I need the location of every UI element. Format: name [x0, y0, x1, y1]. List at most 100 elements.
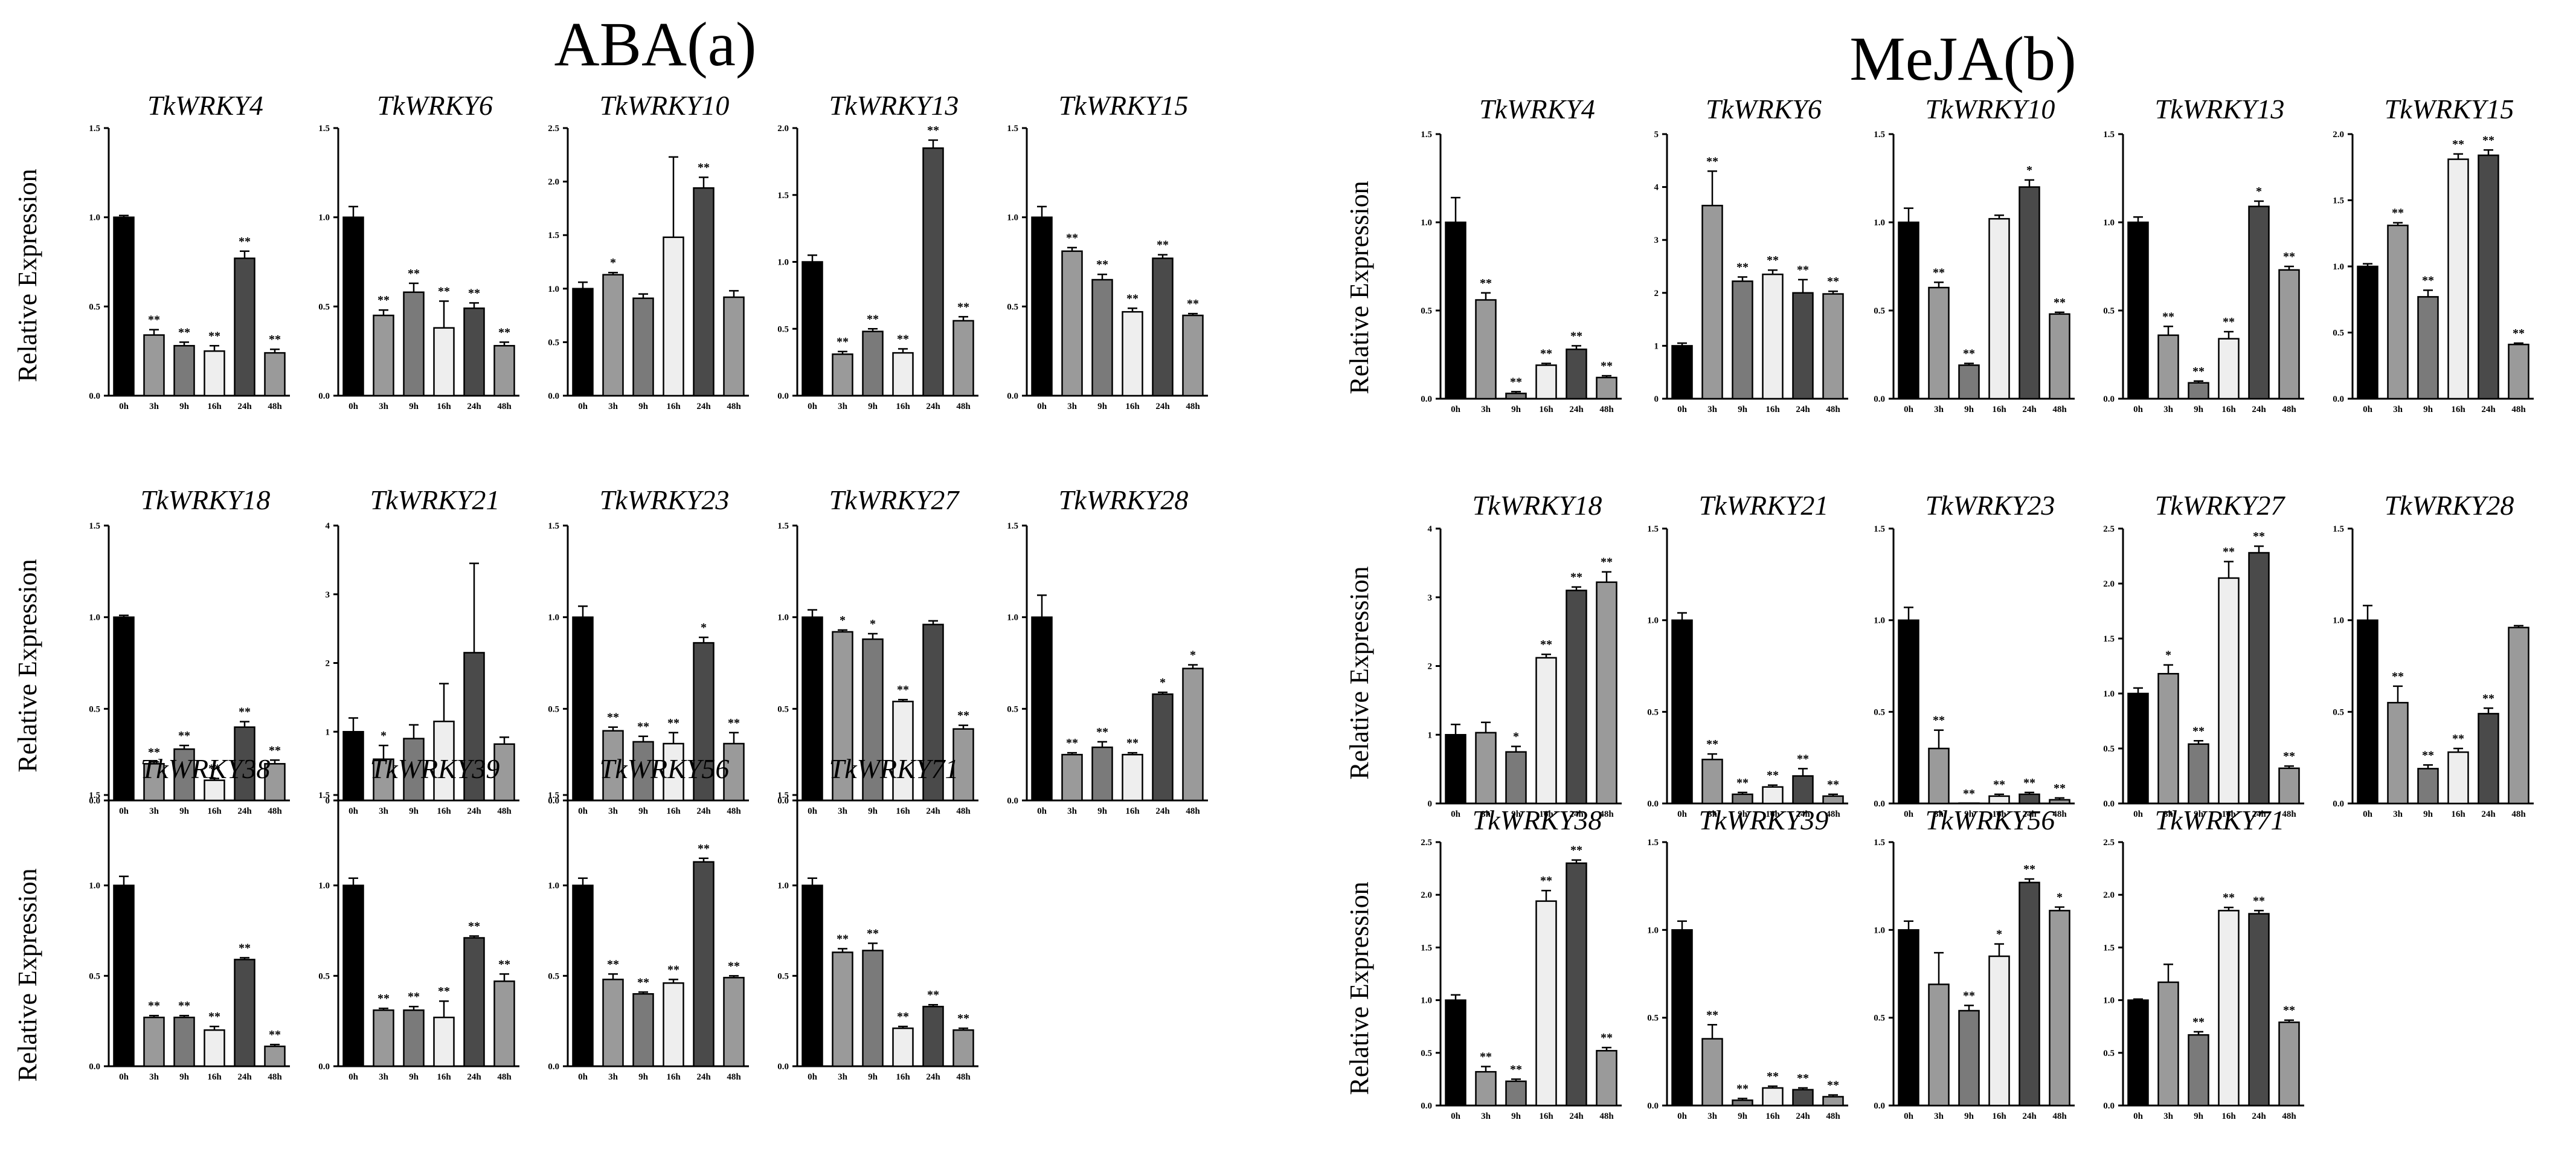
p1-tkwrky21-bar-24h [1792, 775, 1814, 805]
p1-tkwrky28-title: TkWRKY28 [2385, 490, 2514, 521]
p1-tkwrky38-sig-16h: ** [1540, 874, 1552, 887]
p1-tkwrky13-xtick-16h: 16h [2221, 405, 2236, 414]
p1-tkwrky71-ytick-label-0: 0.0 [2103, 1101, 2115, 1111]
p1-tkwrky28-bar-0h [2357, 619, 2378, 805]
p1-tkwrky39-sig-3h: ** [1706, 1008, 1718, 1022]
p0-tkwrky21-bar-48h [493, 743, 515, 802]
p1-tkwrky18-xtick-16h: 16h [1539, 809, 1553, 819]
p0-tkwrky56-sig-3h: ** [607, 958, 619, 971]
p1-tkwrky28-xtick-16h: 16h [2451, 809, 2465, 819]
p1-tkwrky13-bar-0h [2127, 221, 2149, 400]
p1-tkwrky13-sig-48h: ** [2283, 250, 2295, 263]
p0-tkwrky28-xtick-48h: 48h [1186, 806, 1200, 816]
p1-tkwrky6-xtick-9h: 9h [1738, 405, 1748, 414]
p0-tkwrky23-xtick-24h: 24h [696, 806, 711, 816]
p0-tkwrky18-ytick-label-0: 0.0 [89, 796, 100, 806]
p0-tkwrky6-xtick-3h: 3h [379, 402, 389, 411]
p1-tkwrky6-bar-24h [1792, 292, 1814, 400]
p0-tkwrky10-xtick-0h: 0h [578, 402, 588, 411]
p1-tkwrky38-ytick-label-5: 2.5 [1421, 838, 1432, 848]
p0-tkwrky6-title: TkWRKY6 [377, 90, 493, 121]
p1-tkwrky6-xtick-3h: 3h [1707, 405, 1718, 414]
p1-tkwrky28-sig-24h: ** [2482, 692, 2494, 705]
p1-tkwrky39-ytick-label-1: 0.5 [1647, 1014, 1659, 1023]
p0-tkwrky13-bar-24h [922, 147, 944, 397]
p1-tkwrky6-sig-24h: ** [1797, 263, 1809, 277]
p1-tkwrky56-sig-48h: * [2057, 891, 2063, 904]
p0-tkwrky39-bar-16h [433, 1016, 455, 1067]
p1-tkwrky27-ytick-label-5: 2.5 [2103, 524, 2115, 534]
p1-tkwrky21-bar-48h [1822, 795, 1844, 805]
p1-tkwrky15-xtick-9h: 9h [2423, 405, 2433, 414]
p1-tkwrky39-xtick-3h: 3h [1707, 1112, 1718, 1121]
p1-tkwrky4-ytick-label-1: 0.5 [1421, 306, 1432, 316]
p1-tkwrky13-chart: TkWRKY13 0.0 0.5 1.0 1.5 0h ** 3h ** 9h ** 16h * 24h *… [2103, 94, 2304, 414]
p0-tkwrky27-bar-0h [801, 616, 823, 802]
p0-tkwrky39-ytick-label-0: 0.0 [318, 1062, 330, 1072]
p1-tkwrky21-ytick-label-2: 1.0 [1647, 616, 1659, 626]
p1-tkwrky21-xtick-16h: 16h [1765, 809, 1780, 819]
p0-tkwrky28-bar-9h [1091, 746, 1113, 802]
p1-tkwrky13-xtick-48h: 48h [2282, 405, 2296, 414]
p0-tkwrky6-xtick-16h: 16h [437, 402, 451, 411]
p1-tkwrky4-xtick-48h: 48h [1599, 405, 1614, 414]
p1-tkwrky28-sig-9h: ** [2422, 748, 2434, 762]
p0-tkwrky15-xtick-48h: 48h [1186, 402, 1200, 411]
p1-tkwrky27-title: TkWRKY27 [2155, 490, 2286, 521]
p0-tkwrky38-ytick-label-1: 0.5 [89, 971, 100, 981]
p1-tkwrky13-ytick-label-2: 1.0 [2103, 218, 2115, 228]
p1-tkwrky4-ytick-label-0: 0.0 [1421, 394, 1432, 404]
p0-tkwrky28-ytick-label-0: 0.0 [1007, 796, 1018, 806]
p0-tkwrky13-bar-9h [862, 330, 884, 397]
p0-tkwrky21-ytick-label-4: 4 [326, 521, 330, 531]
p0-tkwrky18-xtick-3h: 3h [149, 806, 159, 816]
p1-tkwrky10-bar-16h [1988, 217, 2010, 400]
p0-tkwrky18-bar-48h [264, 763, 286, 802]
p0-tkwrky18-ytick-label-2: 1.0 [89, 613, 100, 623]
p1-tkwrky21-bar-3h [1701, 758, 1723, 805]
p0-tkwrky27-xtick-9h: 9h [868, 806, 878, 816]
p1-tkwrky71-chart: TkWRKY71 0.0 0.5 1.0 1.5 2.0 2.5 0h 3h ** 9h ** 16h *… [2103, 805, 2304, 1121]
p1-tkwrky21-xtick-48h: 48h [1826, 809, 1840, 819]
p1-tkwrky15-xtick-16h: 16h [2451, 405, 2465, 414]
p0-tkwrky15-bar-9h [1091, 278, 1113, 397]
p0-tkwrky6-bar-16h [433, 327, 455, 397]
p0-tkwrky28-xtick-0h: 0h [1037, 806, 1047, 816]
p1-tkwrky56-sig-9h: ** [1963, 989, 1975, 1002]
p0-tkwrky13-sig-16h: ** [897, 332, 909, 346]
p1-tkwrky15-bar-48h [2508, 343, 2529, 400]
p1-tkwrky18-xtick-48h: 48h [1599, 809, 1614, 819]
p1-tkwrky10-chart: TkWRKY10 0.0 0.5 1.0 1.5 0h ** 3h ** 9h 16h * 24h ** 4… [1874, 94, 2075, 414]
p0-tkwrky28-sig-3h: ** [1066, 736, 1078, 750]
p1-tkwrky28-bar-3h [2387, 701, 2409, 805]
p0-tkwrky23-xtick-9h: 9h [638, 806, 649, 816]
p0-tkwrky38-sig-16h: ** [208, 1010, 220, 1023]
p1-tkwrky71-sig-9h: ** [2192, 1015, 2205, 1029]
p1-tkwrky39-ytick-label-0: 0.0 [1647, 1101, 1659, 1111]
p0-tkwrky27-ytick-label-1: 0.5 [777, 704, 789, 714]
p0-tkwrky23-sig-48h: ** [728, 716, 740, 730]
p0-tkwrky6-sig-9h: ** [408, 267, 420, 280]
p1-tkwrky21-sig-9h: ** [1736, 776, 1749, 790]
p0-tkwrky15-bar-48h [1182, 314, 1204, 397]
p0-tkwrky10-bar-24h [693, 187, 715, 397]
p0-tkwrky23-bar-3h [602, 730, 624, 802]
p0-tkwrky28-xtick-24h: 24h [1155, 806, 1170, 816]
ylabel-aba-row3: Relative Expression [13, 868, 42, 1081]
p1-tkwrky23-sig-48h: ** [2054, 782, 2066, 795]
p0-tkwrky15-sig-24h: ** [1157, 239, 1169, 252]
p1-tkwrky15-xtick-24h: 24h [2481, 405, 2496, 414]
p0-tkwrky13-sig-9h: ** [867, 312, 879, 326]
ylabel-meja-row2: Relative Expression [1344, 566, 1374, 779]
p0-tkwrky18-xtick-48h: 48h [268, 806, 282, 816]
p0-tkwrky6-bar-3h [373, 314, 394, 397]
p0-tkwrky18-bar-16h [204, 779, 225, 802]
p1-tkwrky56-title: TkWRKY56 [1926, 805, 2055, 835]
p0-tkwrky15-sig-3h: ** [1066, 231, 1078, 245]
p0-tkwrky4-bar-9h [173, 345, 195, 397]
p0-tkwrky56-xtick-16h: 16h [666, 1072, 681, 1082]
p0-tkwrky13-ytick-label-3: 1.5 [777, 191, 789, 201]
p0-tkwrky4-bar-24h [234, 257, 255, 397]
p0-tkwrky71-chart: TkWRKY71 0.0 0.5 1.0 1.5 0h ** 3h ** 9h ** 16h ** 24h… [777, 753, 978, 1082]
